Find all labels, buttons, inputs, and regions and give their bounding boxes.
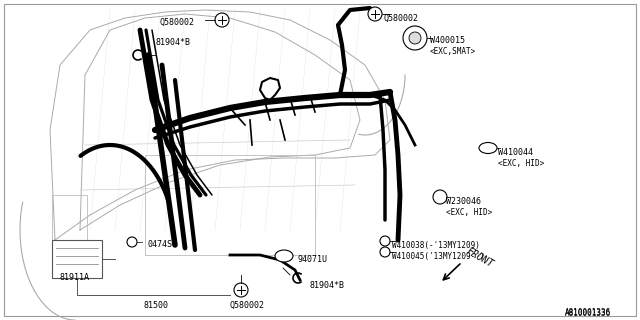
Circle shape <box>234 283 248 297</box>
Bar <box>52 195 87 240</box>
Ellipse shape <box>275 250 293 262</box>
Text: A810001336: A810001336 <box>565 308 611 317</box>
Ellipse shape <box>479 142 497 154</box>
Text: <EXC, HID>: <EXC, HID> <box>498 159 544 168</box>
Text: 81500: 81500 <box>143 301 168 310</box>
Circle shape <box>368 7 382 21</box>
Circle shape <box>127 237 137 247</box>
Bar <box>52 240 102 278</box>
Text: W400015: W400015 <box>430 36 465 45</box>
Text: 81904*B: 81904*B <box>155 38 190 47</box>
Bar <box>145 155 315 255</box>
Text: 0474S: 0474S <box>147 240 172 249</box>
Circle shape <box>215 13 229 27</box>
Text: 81911A: 81911A <box>60 273 90 282</box>
Text: W410038(-'13MY1209): W410038(-'13MY1209) <box>392 241 480 250</box>
Text: A810001336: A810001336 <box>565 309 611 318</box>
Circle shape <box>380 236 390 246</box>
Text: W230046: W230046 <box>446 197 481 206</box>
Text: W410044: W410044 <box>498 148 533 157</box>
Text: <EXC,SMAT>: <EXC,SMAT> <box>430 47 476 56</box>
Text: 81904*B: 81904*B <box>310 281 345 290</box>
Circle shape <box>433 190 447 204</box>
Text: 94071U: 94071U <box>298 255 328 264</box>
Text: W410045('13MY1209- ): W410045('13MY1209- ) <box>392 252 484 261</box>
Circle shape <box>380 247 390 257</box>
Text: <EXC, HID>: <EXC, HID> <box>446 208 492 217</box>
Text: Q580002: Q580002 <box>383 14 418 23</box>
Text: Q580002: Q580002 <box>160 18 195 27</box>
Circle shape <box>409 32 421 44</box>
Text: Q580002: Q580002 <box>230 301 265 310</box>
Text: FRONT: FRONT <box>465 246 495 270</box>
Circle shape <box>403 26 427 50</box>
